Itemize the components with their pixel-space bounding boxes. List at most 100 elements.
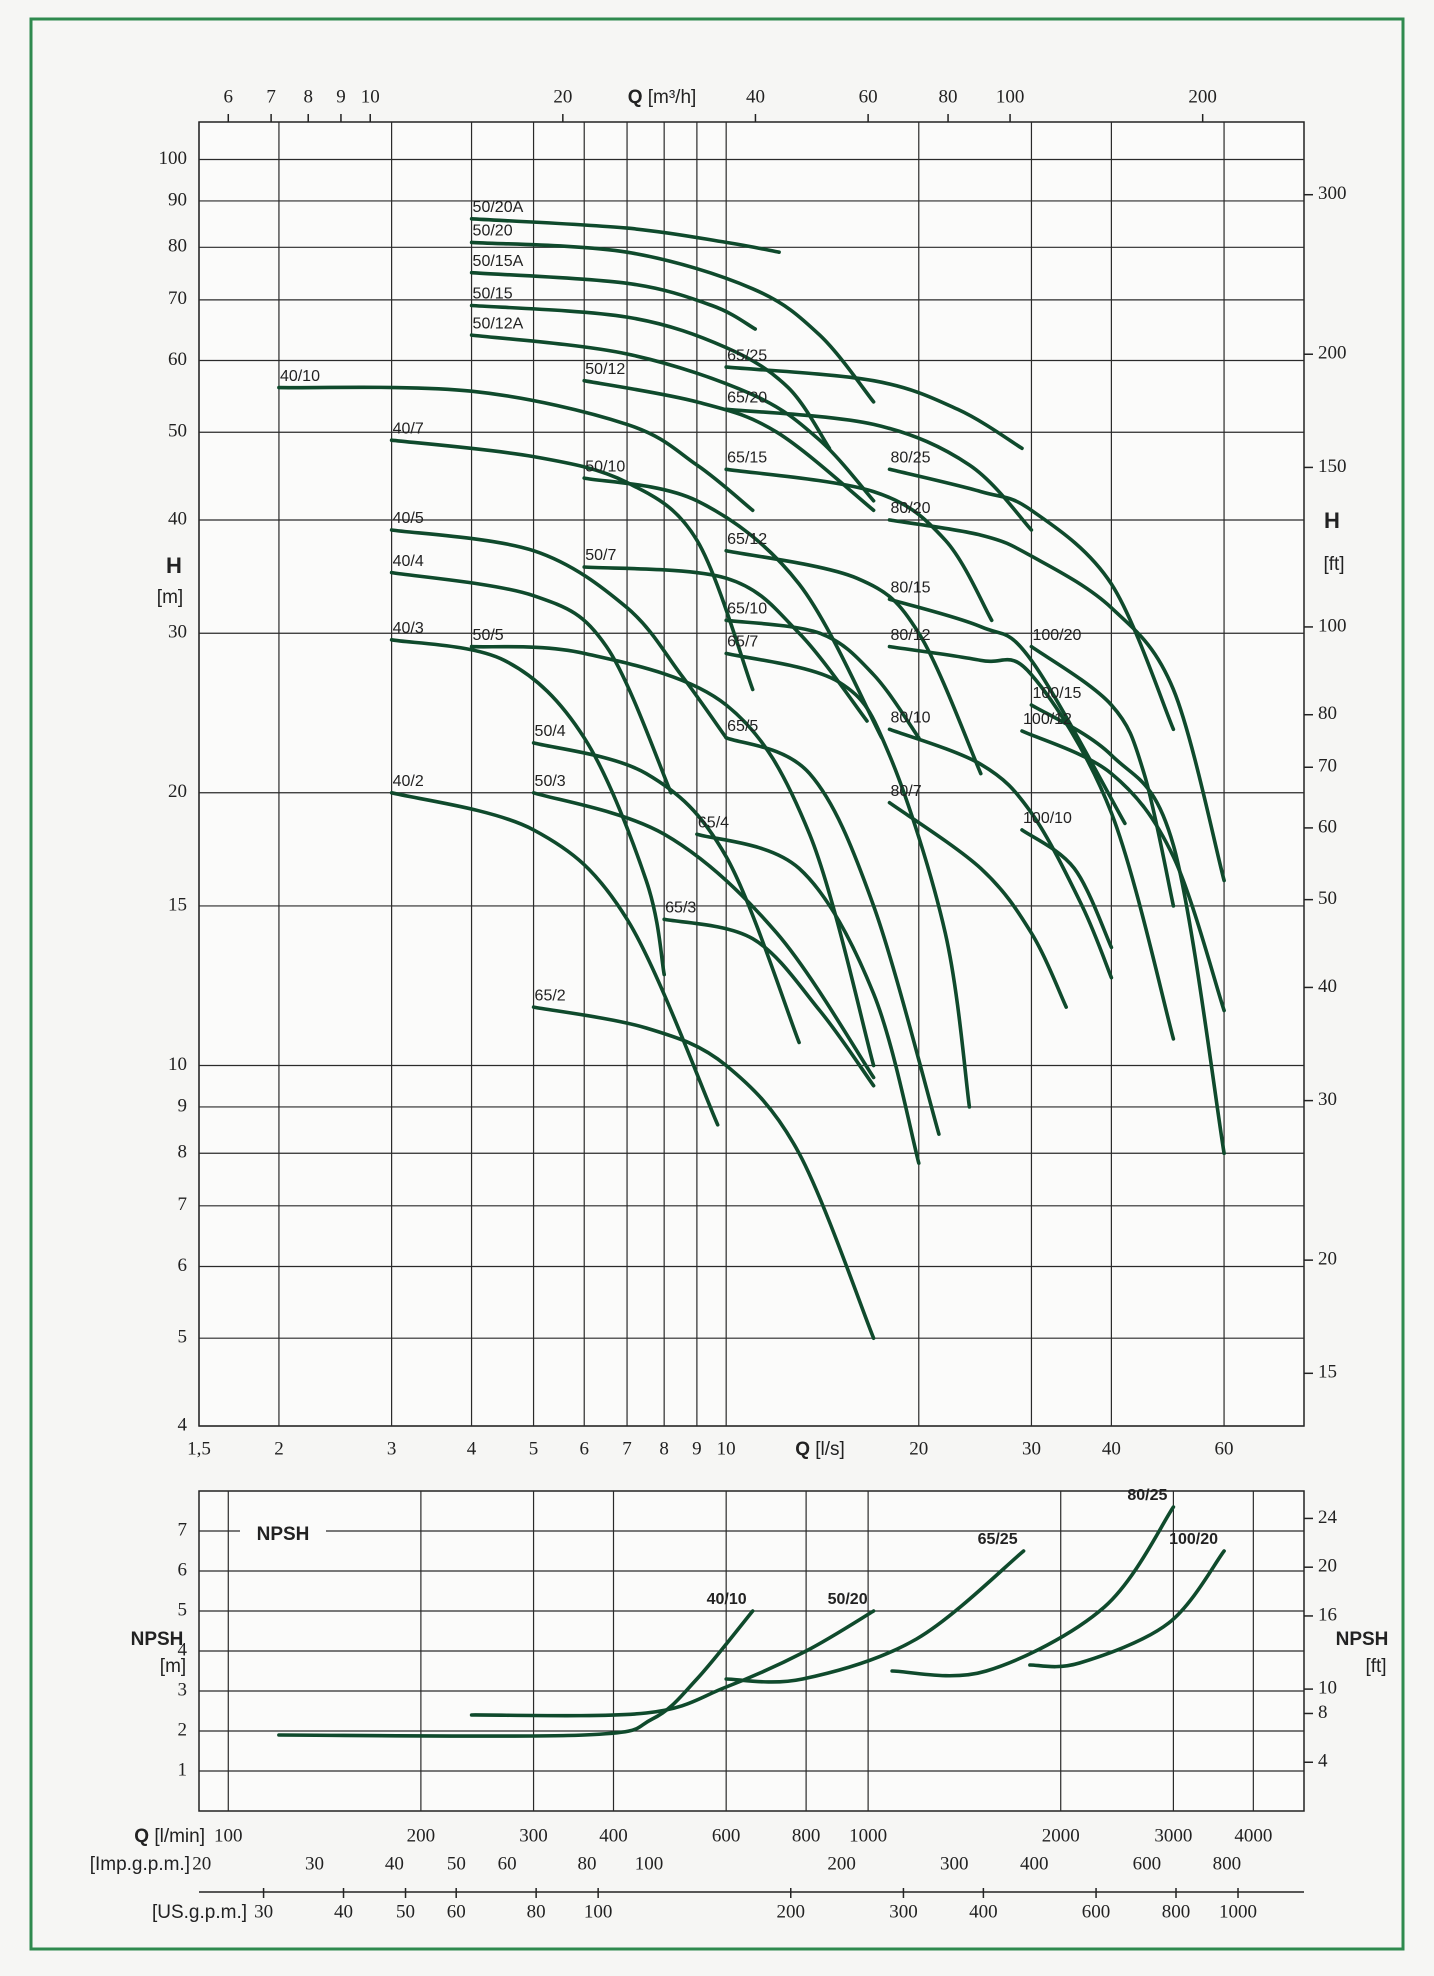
pump-curve bbox=[1029, 703, 1226, 1156]
curve-label: 50/7 bbox=[585, 547, 616, 564]
x2-tick-label: 40 bbox=[746, 86, 765, 107]
curve-label: 65/20 bbox=[727, 390, 767, 407]
y-tick-label: 40 bbox=[168, 508, 187, 529]
y-tick-label: 4 bbox=[178, 1639, 188, 1660]
curve-label: 50/20 bbox=[828, 1591, 868, 1608]
curve-label: 100/20 bbox=[1032, 627, 1081, 644]
x2-tick-label: 10 bbox=[361, 86, 380, 107]
pump-curve bbox=[695, 832, 921, 1165]
x-tick-label: 200 bbox=[407, 1825, 436, 1846]
pump-curve bbox=[887, 800, 1068, 1009]
curve-label: 40/4 bbox=[393, 553, 424, 570]
x-tick-label: 1,5 bbox=[187, 1438, 211, 1459]
curve-label: 100/12 bbox=[1023, 711, 1072, 728]
pump-curve bbox=[277, 385, 755, 513]
pump-curve bbox=[1028, 1549, 1226, 1669]
y2-tick-label: 40 bbox=[1318, 976, 1337, 997]
axis-unit: [l/s] bbox=[815, 1439, 845, 1460]
curves bbox=[277, 217, 1226, 1340]
pump-curve bbox=[531, 1005, 876, 1340]
curve-label: 65/25 bbox=[727, 347, 767, 364]
extra-tick-label: 50 bbox=[396, 1901, 415, 1922]
y2-tick-label: 60 bbox=[1318, 816, 1337, 837]
pump-curve bbox=[1020, 729, 1226, 1013]
x-tick-label: 6 bbox=[579, 1438, 589, 1459]
y-tick-label: 6 bbox=[178, 1559, 188, 1580]
extra-tick-label: 50 bbox=[447, 1853, 466, 1874]
curve-label: 40/10 bbox=[280, 368, 320, 385]
x-tick-label: 800 bbox=[792, 1825, 821, 1846]
us-axis-title: [US.g.p.m.] bbox=[152, 1902, 247, 1923]
x2-tick-label: 80 bbox=[939, 86, 958, 107]
y2-tick-label: 200 bbox=[1318, 343, 1347, 364]
x2-tick-label: 100 bbox=[996, 86, 1025, 107]
x-tick-label: 60 bbox=[1215, 1438, 1234, 1459]
extra-tick-label: 800 bbox=[1213, 1853, 1242, 1874]
curve-label: 40/2 bbox=[393, 773, 424, 790]
curve-label: 80/10 bbox=[891, 710, 931, 727]
extra-tick-label: 80 bbox=[527, 1901, 546, 1922]
extra-tick-label: 300 bbox=[940, 1853, 969, 1874]
x-tick-label: 400 bbox=[599, 1825, 628, 1846]
axis-symbol: Q bbox=[795, 1439, 810, 1460]
y-tick-label: 1 bbox=[178, 1759, 188, 1780]
y-tick-label: 4 bbox=[178, 1414, 188, 1435]
curve-label: 80/25 bbox=[891, 450, 931, 467]
extra-tick-label: 30 bbox=[254, 1901, 273, 1922]
extra-tick-label: 60 bbox=[447, 1901, 466, 1922]
pump-curve bbox=[469, 644, 876, 1068]
curve-label: 80/7 bbox=[891, 783, 922, 800]
pump-curve bbox=[531, 791, 876, 1080]
imp-axis-title: [Imp.g.p.m.] bbox=[90, 1854, 190, 1875]
x-tick-label: 3 bbox=[387, 1438, 397, 1459]
curve-label: 65/25 bbox=[978, 1531, 1018, 1548]
y-tick-label: 80 bbox=[168, 236, 187, 257]
curve-label: 65/10 bbox=[727, 601, 767, 618]
curve-label: 40/3 bbox=[393, 620, 424, 637]
pump-curve bbox=[887, 644, 1176, 1041]
pump-curve bbox=[724, 736, 941, 1136]
y-tick-label: 10 bbox=[168, 1054, 187, 1075]
curve-label: 65/7 bbox=[727, 634, 758, 651]
extra-tick-label: 40 bbox=[334, 1901, 353, 1922]
left-axis-unit: [m] bbox=[157, 587, 183, 608]
pump-curve bbox=[724, 467, 994, 623]
y-tick-label: 15 bbox=[168, 894, 187, 915]
y-tick-label: 5 bbox=[178, 1599, 188, 1620]
pump-curve bbox=[469, 217, 781, 254]
y2-tick-label: 24 bbox=[1318, 1507, 1338, 1528]
x-tick-label: 2 bbox=[274, 1438, 284, 1459]
extra-tick-label: 1000 bbox=[1219, 1901, 1257, 1922]
pump-curve bbox=[389, 638, 666, 977]
x2-tick-label: 20 bbox=[553, 86, 572, 107]
y-tick-label: 70 bbox=[168, 288, 187, 309]
y2-tick-label: 10 bbox=[1318, 1677, 1337, 1698]
y2-tick-label: 4 bbox=[1318, 1751, 1328, 1772]
extra-tick-label: 400 bbox=[969, 1901, 998, 1922]
pump-curve bbox=[887, 518, 1226, 883]
pump-curve bbox=[887, 597, 1127, 826]
curve-label: 65/12 bbox=[727, 531, 767, 548]
grid bbox=[198, 122, 1304, 1427]
extra-tick-label: 300 bbox=[889, 1901, 918, 1922]
x-tick-label: 40 bbox=[1102, 1438, 1121, 1459]
pump-curve bbox=[1029, 644, 1176, 908]
pump-curve bbox=[389, 570, 673, 795]
extra-tick-label: 20 bbox=[192, 1853, 211, 1874]
y2-tick-label: 150 bbox=[1318, 456, 1347, 477]
curve-label: 40/7 bbox=[393, 420, 424, 437]
y2-tick-label: 70 bbox=[1318, 756, 1337, 777]
y-tick-label: 50 bbox=[168, 421, 187, 442]
extra-tick-label: 200 bbox=[827, 1853, 856, 1874]
y-tick-label: 7 bbox=[178, 1194, 188, 1215]
curve-label: 50/20 bbox=[473, 223, 513, 240]
curve-label: 50/15A bbox=[473, 253, 524, 270]
y2-tick-label: 20 bbox=[1318, 1248, 1337, 1269]
curve-label: 100/20 bbox=[1169, 1531, 1218, 1548]
left-axis-title: NPSH bbox=[131, 1629, 184, 1650]
right-axis-unit: [ft] bbox=[1365, 1656, 1386, 1677]
pump-curve bbox=[469, 1609, 876, 1718]
curve-label: 100/10 bbox=[1023, 810, 1072, 827]
top-axis-title: Q [m³/h] bbox=[628, 87, 697, 108]
